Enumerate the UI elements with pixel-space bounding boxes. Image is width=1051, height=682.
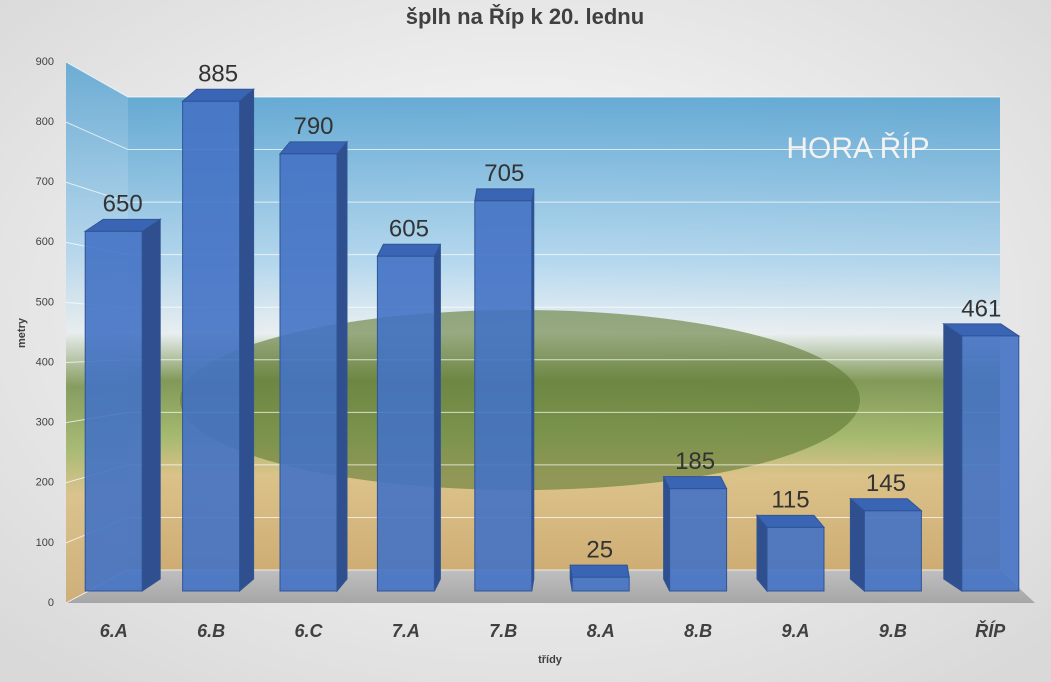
bar [863,510,922,592]
x-axis-title: třídy [538,654,563,666]
bar-side [141,218,161,592]
x-tick-label: 8.A [587,621,615,641]
bar [571,576,630,592]
bar-side [239,88,255,593]
grid-line [65,121,1000,151]
y-tick-label: 900 [36,56,54,68]
x-tick-label: 7.A [392,621,420,641]
y-tick-label: 800 [36,116,54,128]
x-tick-label: 6.B [197,621,225,641]
bar-side [336,140,348,593]
y-tick-label: 200 [36,477,54,489]
bar-side [663,476,671,592]
bar-side [433,244,441,592]
y-tick-label: 0 [48,597,54,609]
bar-top [662,476,728,490]
y-tick-label: 500 [36,296,54,308]
bar [84,230,143,592]
value-label: 705 [484,160,524,187]
x-tick-label: 6.C [294,621,323,641]
grid-line [65,181,1000,203]
y-tick-label: 100 [36,537,54,549]
y-axis-title: metry [16,317,28,348]
value-label: 461 [961,295,1001,322]
bar-side [756,513,768,593]
x-tick-label: 9.B [879,621,907,641]
y-tick-label: 400 [36,356,54,368]
bar [474,200,533,592]
value-label: 185 [675,448,715,475]
x-tick-label: 7.B [489,621,517,641]
bar-top [569,564,630,578]
y-tick-label: 700 [36,176,54,188]
bar [669,488,728,592]
chart-title: šplh na Říp k 20. lednu [406,4,644,29]
wall-caption: HORA ŘÍP [786,132,929,165]
bar [279,153,338,592]
x-tick-label: 8.B [684,621,712,641]
value-label: 790 [293,113,333,140]
x-tick-label: 6.A [100,621,128,641]
value-label: 145 [866,470,906,497]
x-tick-label: ŘÍP [975,620,1006,641]
bar-top [278,141,349,155]
value-label: 605 [389,216,429,243]
y-tick-label: 300 [36,417,54,429]
bar-side [943,322,963,592]
grid-line [65,61,1000,98]
bar [376,255,435,592]
bar [182,100,241,592]
x-tick-label: 9.A [781,621,809,641]
value-label: 650 [103,191,143,218]
bar-top [474,188,535,202]
value-label: 115 [771,487,809,514]
y-tick-label: 600 [36,236,54,248]
value-label: 885 [198,61,238,88]
bar [961,335,1020,592]
bar-top [755,514,826,528]
bar [766,526,825,592]
bar-side [849,497,865,593]
bar-top [376,243,442,257]
value-label: 25 [586,537,613,564]
